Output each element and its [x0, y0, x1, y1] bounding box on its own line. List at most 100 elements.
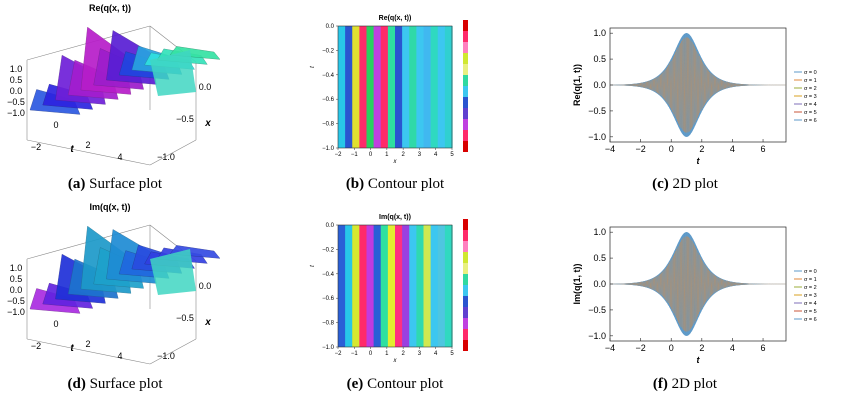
y-tick-label: −0.4	[322, 73, 335, 79]
contour-plot-im: Im(q(x, t)) −2 −1 0 1 2 3 4 5 x 0.0 −0.2 −0.4 −0.6 −0.…	[310, 214, 468, 364]
contour-band	[380, 225, 389, 347]
colorbar-segment	[463, 64, 468, 75]
contour-band	[373, 26, 382, 148]
x-tick-label: 0	[669, 343, 674, 353]
x-tick-label: 6	[761, 144, 766, 154]
contour-band	[437, 26, 446, 148]
surface-box-edge	[149, 139, 197, 166]
contour-band	[430, 225, 439, 347]
colorbar-segment	[463, 340, 468, 351]
surface-plot-im: Im(q(x, t))1.00.50.0−0.5−1.0−2024t0.0−0.…	[7, 202, 220, 365]
surface-plot-re: Re(q(x, t))1.00.50.0−0.5−1.0−2024t0.0−0.…	[7, 3, 220, 166]
t-tick-label: −2	[31, 341, 41, 351]
x-axis-label: t	[697, 355, 701, 365]
contour-band	[359, 26, 368, 148]
caption-d: (d) Surface plot	[20, 376, 210, 393]
contour-band	[387, 26, 396, 148]
caption-text: Surface plot	[89, 176, 163, 192]
x-tick-label: −1.0	[157, 351, 175, 361]
y-tick-label: −0.5	[588, 305, 606, 315]
y-tick-label: 1.0	[593, 28, 606, 38]
x-tick-label: 6	[761, 343, 766, 353]
caption-text: 2D plot	[671, 376, 718, 392]
x-tick-label: 4	[434, 152, 438, 158]
caption-text: Contour plot	[367, 176, 445, 192]
x-tick-label: −4	[605, 144, 615, 154]
legend-entry: σ = 2	[804, 86, 817, 92]
colorbar-segment	[463, 285, 468, 296]
x-axis-label: x	[204, 118, 211, 129]
x-tick-label: −1.0	[157, 152, 175, 162]
x-tick-label: −0.5	[176, 313, 194, 323]
contour-band	[366, 26, 375, 148]
y-tick-label: −0.6	[322, 296, 335, 302]
x-tick-label: 0.0	[199, 82, 212, 92]
colorbar-segment	[463, 307, 468, 318]
z-tick-label: −0.5	[7, 296, 25, 306]
y-axis-label: Re(q(1, t))	[572, 64, 582, 106]
caption-text: Surface plot	[89, 376, 163, 392]
colorbar-segment	[463, 97, 468, 108]
y-tick-label: −0.6	[322, 97, 335, 103]
colorbar-segment	[463, 42, 468, 53]
caption-text: Contour plot	[367, 376, 444, 392]
y-tick-label: 1.0	[593, 227, 606, 237]
x-axis-label: t	[697, 156, 701, 166]
legend-entry: σ = 0	[804, 70, 817, 76]
x-tick-label: −2	[335, 152, 343, 158]
colorbar-segment	[463, 31, 468, 42]
contour-band	[402, 225, 410, 347]
colorbar-segment	[463, 230, 468, 241]
contour-frame	[337, 224, 453, 348]
contour-band	[380, 26, 389, 148]
contour-band	[423, 26, 432, 148]
y-axis-label: t	[310, 66, 316, 68]
colorbar-segment	[463, 108, 468, 119]
contour-band	[387, 225, 396, 347]
x-tick-label: 0	[369, 351, 373, 357]
contour-title: Re(q(x, t))	[379, 15, 412, 22]
z-tick-label: −1.0	[7, 307, 25, 317]
y-tick-label: −0.8	[322, 122, 335, 128]
contour-band	[352, 225, 360, 347]
caption-b: (b) Contour plot	[300, 176, 490, 193]
contour-band	[395, 26, 403, 148]
contour-band	[444, 26, 453, 148]
x-tick-label: 4	[730, 144, 735, 154]
contour-title: Im(q(x, t))	[379, 214, 411, 221]
contour-band	[409, 225, 417, 347]
x-tick-label: 2	[401, 351, 405, 357]
caption-text: 2D plot	[672, 176, 718, 192]
colorbar-segment	[463, 318, 468, 329]
surface-tail	[150, 50, 196, 96]
x-tick-label: 1	[385, 351, 389, 357]
legend-entry: σ = 6	[804, 118, 817, 124]
x-tick-label: 4	[730, 343, 735, 353]
z-tick-label: 0.5	[10, 274, 23, 284]
legend-entry: σ = 5	[804, 309, 817, 315]
z-tick-label: 0.5	[10, 75, 23, 85]
x-tick-label: 5	[450, 351, 454, 357]
x-tick-label: −1	[351, 152, 359, 158]
y-tick-label: −1.0	[588, 132, 606, 142]
z-tick-label: 1.0	[10, 263, 23, 273]
t-tick-label: −2	[31, 142, 41, 152]
caption-tag: (d)	[67, 376, 86, 392]
x-tick-label: −2	[335, 351, 343, 357]
caption-c: (c) 2D plot	[590, 176, 780, 193]
z-tick-label: −0.5	[7, 97, 25, 107]
contour-band	[402, 26, 410, 148]
colorbar-segment	[463, 130, 468, 141]
t-axis-label: t	[70, 343, 74, 354]
surface-box-edge	[26, 139, 151, 166]
surface-tail	[150, 249, 196, 295]
colorbar-segment	[463, 75, 468, 86]
legend-entry: σ = 3	[804, 293, 817, 299]
y-tick-label: −0.2	[322, 48, 335, 54]
contour-band	[416, 225, 425, 347]
z-tick-label: 1.0	[10, 64, 23, 74]
x-axis-label: x	[393, 159, 398, 165]
colorbar-segment	[463, 53, 468, 64]
contour-band	[338, 225, 346, 347]
colorbar-segment	[463, 119, 468, 130]
